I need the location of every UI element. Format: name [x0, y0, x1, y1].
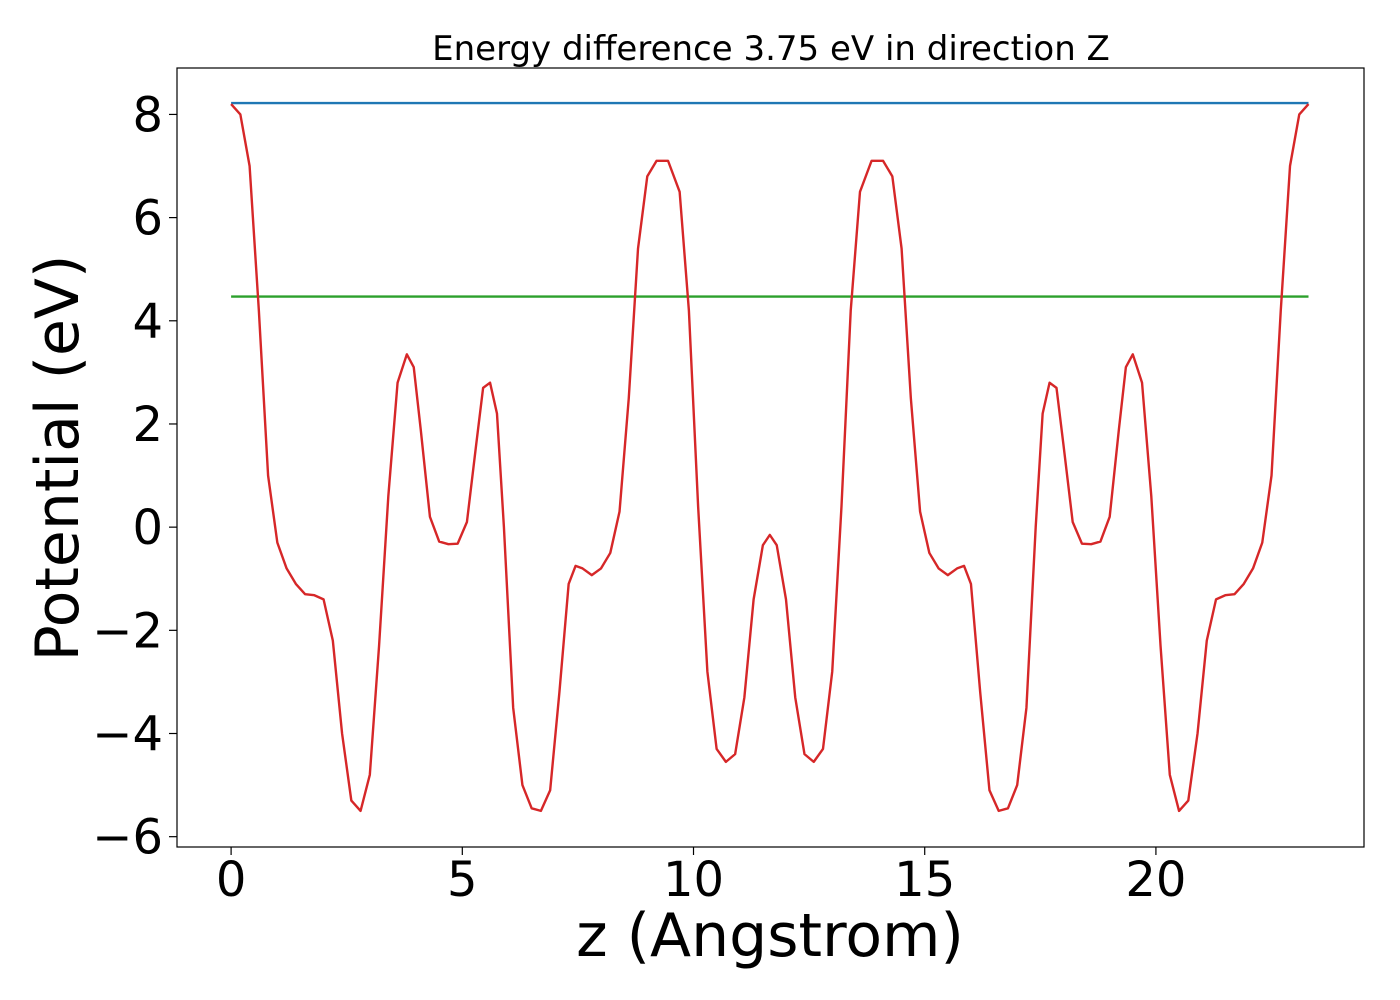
- x-tick-label: 20: [1125, 852, 1186, 908]
- x-axis: 0 5 10 15 20: [216, 847, 1186, 908]
- x-axis-label: z (Angstrom): [576, 901, 964, 971]
- y-axis-label: Potential (eV): [23, 255, 93, 662]
- series-line-2: [230, 103, 1310, 813]
- series-layer: [230, 101, 1310, 813]
- x-tick-label: 15: [894, 852, 955, 908]
- x-tick-label: 10: [663, 852, 724, 908]
- y-tick-label: 6: [132, 191, 163, 247]
- chart-title: Energy difference 3.75 eV in direction Z: [432, 29, 1110, 69]
- y-tick-label: 4: [132, 294, 163, 350]
- y-tick-label: −2: [92, 603, 163, 659]
- y-tick-label: −4: [92, 707, 163, 763]
- y-tick-label: −6: [92, 810, 163, 866]
- x-tick-label: 0: [216, 852, 247, 908]
- x-tick-label: 5: [447, 852, 478, 908]
- y-tick-label: 2: [132, 397, 163, 453]
- y-tick-label: 8: [132, 87, 163, 143]
- y-axis: −6 −4 −2 0 2 4 6 8: [92, 87, 177, 866]
- y-tick-label: 0: [132, 500, 163, 556]
- plot-frame: [176, 67, 1365, 848]
